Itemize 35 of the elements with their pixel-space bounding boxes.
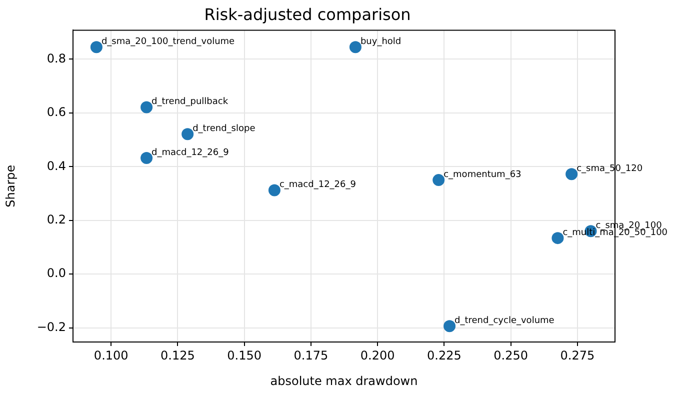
y-tick-label: 0.8 [46,51,66,66]
annotation: d_trend_pullback [152,97,229,108]
x-tick-label: 0.250 [494,348,528,362]
point [140,101,153,114]
point [90,41,102,54]
x-tick-label: 0.200 [360,348,395,362]
x-tick-label: 0.125 [160,348,195,362]
x-axis-title: absolute max drawdown [270,374,418,388]
point [432,174,445,186]
point [268,184,280,196]
y-tick-label: 0.2 [46,212,66,226]
point [182,128,194,140]
point [444,320,456,332]
y-tick-label: 0.4 [46,158,66,173]
annotation: d_trend_cycle_volume [454,316,555,326]
point [552,232,564,244]
x-tick-label: 0.225 [427,348,462,362]
point [566,168,578,180]
annotation: c_macd_12_26_9 [279,180,356,190]
y-tick-label: −0.2 [36,320,66,334]
y-axis-title: Sharpe [3,164,18,208]
point [349,41,362,54]
annotation: d_sma_20_100_trend_volume [101,36,236,47]
point [140,152,153,164]
x-tick-label: 0.150 [227,348,262,362]
chart-title: Risk-adjusted comparison [204,4,411,24]
y-tick-label: 0.6 [46,105,66,120]
x-tick-label: 0.100 [94,348,128,362]
y-tick-label: 0.0 [46,266,66,280]
annotation: d_macd_12_26_9 [152,148,230,158]
x-tick-label: 0.175 [294,348,328,362]
x-tick-label: 0.275 [560,348,595,362]
annotation: c_momentum_63 [444,170,522,180]
annotation: d_trend_slope [192,124,256,134]
annotation: buy_hold [360,36,402,47]
